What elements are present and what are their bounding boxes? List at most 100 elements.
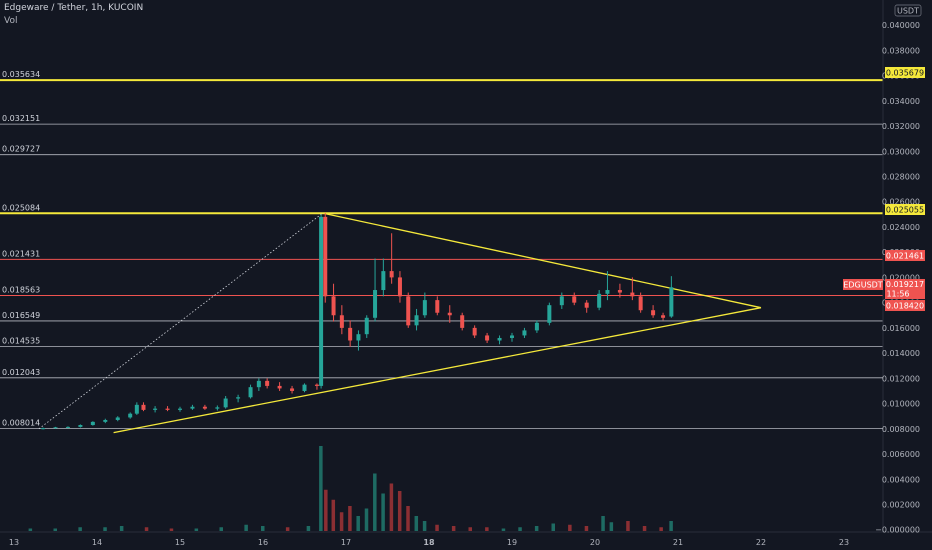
volume-bar-4	[119, 526, 124, 531]
candle-body-13	[190, 406, 195, 409]
volume-bar-5	[144, 527, 149, 531]
candle-body-0	[41, 428, 46, 430]
price-tick-20: −0.000000	[875, 526, 920, 535]
volume-bar-24	[406, 506, 410, 531]
time-tick-7: 20	[590, 538, 600, 547]
price-tick-0: 0.040000	[882, 21, 920, 30]
candle-body-30	[356, 334, 361, 341]
time-axis[interactable]: 13 14 15 16 17 18 19 20 21 22 23	[9, 538, 849, 547]
volume-bar-12	[306, 526, 311, 531]
volume-bar-33	[534, 526, 539, 531]
price-axis[interactable]: 0.0400000.0380000.0360000.0340000.032000…	[875, 21, 920, 535]
price-tag-18420-label: 0.018420	[886, 302, 924, 311]
price-tag-25055-label: 0.025055	[886, 206, 924, 215]
candle-body-17	[236, 397, 241, 399]
volume-bar-30	[485, 527, 489, 531]
price-tick-10: 0.020000	[882, 273, 920, 282]
candles	[41, 213, 674, 430]
candle-body-1	[53, 427, 58, 429]
price-tick-1: 0.038000	[882, 46, 920, 55]
price-tick-12: 0.016000	[882, 324, 920, 333]
candle-body-58	[661, 315, 666, 318]
candle-body-2	[65, 426, 70, 428]
candle-body-53	[605, 290, 610, 294]
price-tick-3: 0.034000	[882, 97, 920, 106]
candle-body-51	[584, 302, 589, 308]
currency-badge[interactable]: USDT	[894, 4, 922, 17]
volume-bar-37	[601, 516, 605, 531]
price-tick-19: 0.002000	[882, 501, 920, 510]
volume-bar-25	[414, 516, 419, 531]
price-tag-35679: 0.035679	[885, 67, 925, 78]
candle-body-23	[302, 384, 307, 391]
candle-body-42	[472, 327, 477, 336]
price-tick-4: 0.032000	[882, 122, 920, 131]
level-label-3: 0.025084	[2, 203, 40, 212]
candle-body-28	[339, 315, 344, 328]
time-tick-1: 14	[92, 538, 102, 547]
candle-body-46	[522, 330, 527, 336]
trend-lines	[38, 212, 762, 434]
volume-bar-16	[339, 512, 344, 531]
price-tag-35679-label: 0.035679	[886, 69, 924, 78]
candle-body-12	[178, 408, 182, 410]
candle-body-7	[128, 413, 133, 418]
volume-legend[interactable]: Vol	[4, 16, 18, 26]
candle-body-5	[103, 419, 108, 422]
candle-body-50	[572, 296, 577, 303]
candle-body-32	[373, 290, 378, 318]
trend-line-2	[113, 307, 762, 434]
candle-body-9	[141, 404, 146, 410]
volume-bar-34	[551, 523, 555, 531]
candle-body-6	[115, 417, 120, 420]
candle-body-38	[422, 300, 427, 316]
candle-body-19	[256, 380, 261, 388]
candle-body-55	[630, 292, 635, 297]
time-tick-8: 21	[673, 538, 683, 547]
level-label-6: 0.016549	[2, 311, 40, 320]
volume-bar-1	[53, 528, 57, 531]
volume-bar-6	[169, 528, 174, 531]
level-label-0: 0.035634	[2, 70, 40, 79]
candle-body-20	[265, 380, 270, 386]
candle-body-31	[364, 317, 369, 335]
volume-bar-13	[319, 446, 323, 531]
candle-body-41	[460, 315, 465, 328]
volume-bar-9	[244, 524, 248, 531]
candle-body-15	[215, 407, 220, 409]
candle-body-59	[669, 287, 674, 317]
candle-body-45	[510, 335, 514, 338]
volume-bar-2	[78, 527, 82, 531]
candle-body-24	[314, 384, 319, 386]
price-tick-6: 0.028000	[882, 172, 920, 181]
candle-body-10	[153, 408, 158, 410]
symbol-title[interactable]: Edgeware / Tether, 1h, KUCOIN	[4, 3, 144, 13]
price-tick-18: 0.004000	[882, 475, 920, 484]
price-tick-8: 0.024000	[882, 223, 920, 232]
level-label-1: 0.032151	[2, 114, 40, 123]
candle-body-26	[323, 216, 328, 297]
time-tick-2: 15	[175, 538, 185, 547]
candle-body-49	[559, 296, 564, 306]
candle-body-29	[348, 327, 353, 341]
time-tick-5: 18	[423, 538, 435, 547]
candle-body-34	[389, 271, 394, 278]
volume-bar-28	[451, 526, 456, 531]
candle-body-43	[485, 335, 490, 341]
volume-bar-40	[642, 526, 647, 531]
candle-body-14	[202, 406, 207, 409]
candle-body-56	[638, 296, 643, 311]
price-tick-14: 0.012000	[882, 374, 920, 383]
time-tick-10: 23	[839, 538, 849, 547]
volume-bar-14	[324, 489, 328, 531]
price-tag-21461: 0.021461	[885, 250, 925, 261]
volume-bar-21	[381, 493, 385, 531]
volume-bar-29	[468, 527, 472, 531]
volume-bar-42	[669, 521, 673, 531]
time-tick-6: 19	[507, 538, 517, 547]
candle-body-39	[435, 300, 440, 313]
price-tick-13: 0.014000	[882, 349, 920, 358]
currency-badge-label: USDT	[897, 7, 919, 16]
